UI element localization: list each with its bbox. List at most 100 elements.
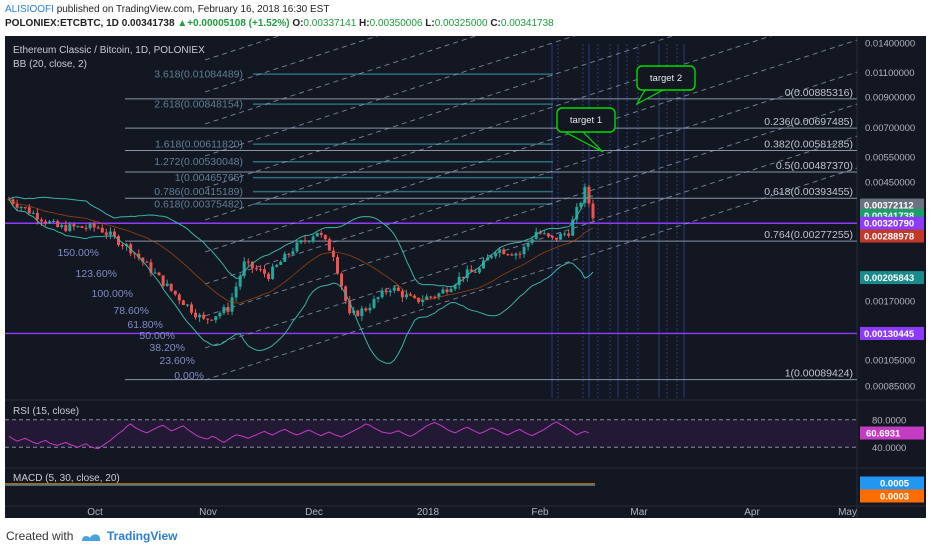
candle-body <box>185 304 189 306</box>
fib-retracement-label: 0.236(0.00697485) <box>764 116 853 128</box>
author-name[interactable]: ALISIOOFI <box>5 4 54 15</box>
candle-body <box>258 269 262 271</box>
chart-area[interactable]: 0(0.00885316) 0.236(0.00697485) 0.382(0.00… <box>5 36 926 518</box>
candle-body <box>210 319 214 321</box>
channel-level-label: 61.80% <box>127 319 163 331</box>
candle-body <box>579 202 583 207</box>
candle-body <box>198 314 202 318</box>
candle-body <box>100 227 104 233</box>
candle-body <box>437 293 441 297</box>
candle-body <box>417 297 421 303</box>
candle-body <box>76 226 80 228</box>
fib-extension-label: 1(0.00465765) <box>175 172 243 184</box>
price-label-text: 0.00320790 <box>864 219 914 230</box>
candle-body <box>368 307 372 311</box>
channel-level-label: 38.20% <box>149 342 185 354</box>
candle-body <box>372 298 376 308</box>
rsi-tick-label: 40.0000 <box>872 443 906 454</box>
candle-body <box>194 312 198 318</box>
bb-indicator-label[interactable]: BB (20, close, 2) <box>13 59 87 70</box>
candle-body <box>202 314 206 319</box>
candle-body <box>591 203 595 219</box>
channel-level-label: 50.00% <box>139 330 175 342</box>
candle-body <box>84 227 88 229</box>
x-axis-label: Dec <box>305 507 323 518</box>
candle-body <box>449 288 453 293</box>
channel-level-label: 123.60% <box>76 268 117 280</box>
candle-body <box>441 289 445 294</box>
candle-body <box>161 275 165 286</box>
publication-line: ALISIOOFI published on TradingView.com, … <box>5 4 329 15</box>
high-value: 0.00350006 <box>369 18 423 29</box>
candle-body <box>453 285 457 289</box>
macd-indicator-label[interactable]: MACD (5, 30, close, 20) <box>13 473 120 484</box>
symbol-label: POLONIEX:ETCBTC, 1D <box>5 18 119 29</box>
channel-line <box>204 103 858 317</box>
price-tick-label: 0.00085000 <box>865 381 915 392</box>
channel-line <box>204 36 478 125</box>
candle-body <box>465 269 469 279</box>
candle-body <box>137 253 141 258</box>
candle-body <box>526 242 530 247</box>
price-label-box <box>860 198 924 212</box>
candle-body <box>510 254 514 256</box>
candle-body <box>331 250 335 258</box>
rsi-indicator-label[interactable]: RSI (15, close) <box>13 406 80 417</box>
macd-value-box <box>860 489 924 503</box>
fib-retracement-label: 0(0.00885316) <box>785 87 853 99</box>
published-text: published on TradingView.com, February 1… <box>56 4 330 15</box>
callout-box <box>556 107 616 133</box>
price-label-text: 0.00205843 <box>864 273 914 284</box>
candle-body <box>145 261 149 263</box>
candle-body <box>445 289 449 293</box>
candle-body <box>473 271 477 273</box>
candle-body <box>340 273 344 287</box>
price-label-text: 0.00288978 <box>864 232 914 243</box>
candle-body <box>157 272 161 276</box>
candle-body <box>15 203 19 208</box>
candle-body <box>246 261 250 263</box>
candle-body <box>469 269 473 272</box>
channel-level-label: 0.00% <box>174 370 204 382</box>
tradingview-logo-icon[interactable] <box>80 529 102 543</box>
candle-body <box>60 225 64 228</box>
candle-body <box>19 207 23 209</box>
candle-body <box>400 290 404 298</box>
candle-body <box>35 212 39 220</box>
candle-body <box>234 286 238 298</box>
candle-body <box>181 300 185 305</box>
candle-body <box>583 186 587 203</box>
x-axis-label: Feb <box>531 507 549 518</box>
change-arrow-icon: ▲ <box>177 18 188 29</box>
candle-body <box>230 297 234 312</box>
fib-extension-label: 0.618(0.00375482) <box>154 198 243 210</box>
candle-body <box>222 307 226 313</box>
price-label-text: 0.00130445 <box>864 329 915 340</box>
close-label: C: <box>490 18 501 29</box>
candle-body <box>31 212 35 214</box>
channel-line <box>204 71 858 285</box>
candle-body <box>494 252 498 257</box>
tradingview-brand[interactable]: TradingView <box>107 529 178 543</box>
low-label: L: <box>425 18 435 29</box>
candle-body <box>64 225 68 232</box>
fib-extension-label: 0.786(0.00415189) <box>154 186 243 198</box>
price-tick-label: 0.01100000 <box>865 68 915 79</box>
chart-title: Ethereum Classic / Bitcoin, 1D, POLONIEX <box>13 45 205 56</box>
callout-pointer <box>564 131 604 153</box>
fib-retracement-label: 1(0.00089424) <box>785 368 853 380</box>
candle-body <box>218 312 222 317</box>
price-change: +0.00005108 (+1.52%) <box>187 18 290 29</box>
price-label-box <box>860 326 924 340</box>
candle-body <box>68 224 72 232</box>
chart-canvas[interactable]: 0(0.00885316) 0.236(0.00697485) 0.382(0.00… <box>5 36 926 518</box>
rsi-tick-label: 80.0000 <box>872 415 906 426</box>
x-axis-label: Nov <box>199 507 217 518</box>
rsi-value-box <box>860 426 924 440</box>
price-tick-label: 0.00700000 <box>865 123 915 134</box>
candle-body <box>263 269 266 274</box>
candle-body <box>518 253 522 255</box>
ohlc-line: POLONIEX:ETCBTC, 1D 0.00341738 ▲+0.00005… <box>5 18 554 29</box>
created-with-text: Created with <box>6 529 74 543</box>
candle-body <box>206 318 210 320</box>
